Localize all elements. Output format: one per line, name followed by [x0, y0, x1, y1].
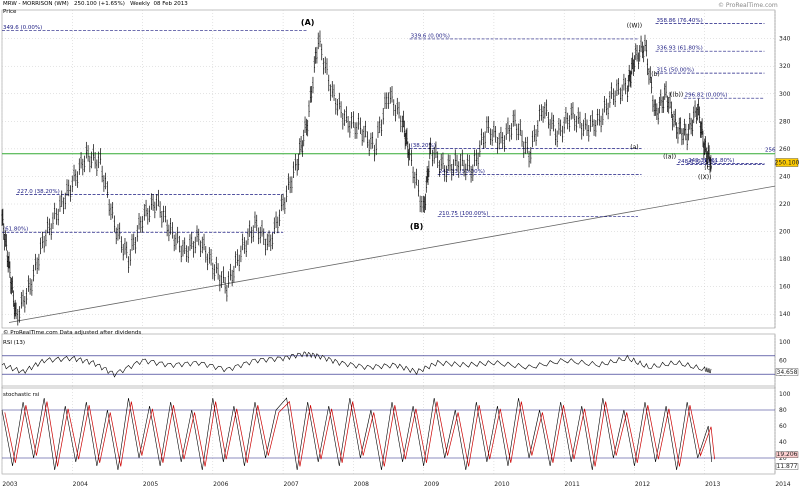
- x-tick-label: 2005: [143, 481, 158, 488]
- stoch-panel-frame: [1, 385, 776, 475]
- header-date: 08 Feb 2013: [153, 1, 188, 7]
- stoch-line-k: [1, 397, 713, 471]
- price-panel-label: Price: [3, 9, 17, 15]
- fib-level-label: 241.33 (50.00%): [439, 169, 485, 175]
- stoch-y-tick-label: 80: [779, 407, 787, 414]
- last-price-tag: [775, 158, 799, 167]
- wave-annotation: ((X)): [698, 174, 711, 181]
- x-tick-label: 2011: [565, 481, 580, 488]
- stoch-y-tick-label: 100: [779, 391, 791, 398]
- y-tick-label: 300: [779, 91, 791, 98]
- fib-level-label: 336.93 (61.80%): [657, 46, 703, 52]
- x-tick-label: 2008: [354, 481, 369, 488]
- trendline: [8, 185, 776, 323]
- watermark: © ProRealTime.com: [718, 2, 778, 9]
- stoch-value-tag: [775, 451, 799, 458]
- last-price-tag-label: 250.100: [775, 160, 800, 167]
- wave-annotation: (B): [410, 222, 423, 231]
- price-panel-frame: [1, 9, 776, 329]
- fib-level-label: (61.80%): [3, 227, 28, 233]
- wave-annotation: (A): [301, 18, 315, 27]
- stoch-value-tag: [775, 463, 799, 470]
- fib-level-label: 349.6 (0.00%): [3, 25, 42, 31]
- fib-level-label: 358.86 (76.40%): [657, 18, 703, 24]
- stoch-value-label: 11.877: [777, 463, 798, 470]
- stoch-y-tick-label: 60: [779, 423, 787, 430]
- header: MRW - MORRISON (WM) 250.100 (+1.65%) Wee…: [3, 1, 188, 7]
- x-tick-label: 2003: [2, 481, 17, 488]
- x-tick-label: 2013: [705, 481, 720, 488]
- y-tick-label: 320: [779, 63, 791, 70]
- x-tick-label: 2007: [283, 481, 298, 488]
- y-tick-label: 280: [779, 118, 791, 125]
- wave-annotation: ((a)): [663, 154, 676, 161]
- fib-level-label: 296.82 (0.00%): [685, 93, 728, 99]
- stoch-label: stochastic rsi: [3, 392, 40, 398]
- y-tick-label: 220: [779, 201, 791, 208]
- header-period: Weekly: [130, 1, 150, 7]
- fib-level-label: (38.20%): [411, 143, 436, 149]
- stoch-y-tick-label: 20: [779, 455, 787, 462]
- x-tick-label: 2004: [73, 481, 88, 488]
- wave-annotation: (a): [630, 144, 638, 151]
- wave-annotation: ((b)): [670, 92, 683, 99]
- fib-level-label: 227.0 (38.20%): [17, 189, 60, 195]
- y-tick-label: 180: [779, 256, 791, 263]
- fib-level-label: 339.6 (0.00%): [411, 33, 450, 39]
- support-line-label: 256: [765, 148, 776, 154]
- y-tick-label: 340: [779, 36, 791, 43]
- header-symbol: MRW - MORRISON (WM): [3, 1, 69, 7]
- x-tick-label: 2009: [424, 481, 439, 488]
- rsi-y-tick-label: 100: [779, 339, 791, 346]
- stoch-line-d: [4, 400, 715, 467]
- y-tick-label: 160: [779, 284, 791, 291]
- rsi-value-label: 34.658: [777, 369, 798, 376]
- y-tick-label: 240: [779, 173, 791, 180]
- fib-level-label: 210.75 (100.00%): [439, 211, 489, 217]
- fib-level-label: 315 (50.00%): [657, 68, 695, 74]
- y-tick-label: 200: [779, 229, 791, 236]
- rsi-label: RSI (13): [3, 340, 25, 346]
- y-tick-label: 140: [779, 311, 791, 318]
- rsi-panel-frame: [1, 333, 776, 389]
- x-tick-label: 2014: [775, 481, 790, 488]
- fib-level-label: 248.6 (0.00%): [678, 159, 717, 165]
- wave-annotation: ((W)): [627, 23, 642, 30]
- x-tick-label: 2006: [213, 481, 228, 488]
- rsi-value-tag: [775, 368, 799, 376]
- x-tick-label: 2010: [494, 481, 509, 488]
- rsi-y-tick-label: 60: [779, 357, 787, 364]
- rsi-line: [1, 351, 712, 378]
- fib-level-label: 249.31 (61.80%): [688, 158, 734, 164]
- y-tick-label: 260: [779, 146, 791, 153]
- stoch-y-tick-label: 40: [779, 439, 787, 446]
- wave-annotation: (b): [651, 71, 660, 78]
- copyright-note: © ProRealTime.com Data adjusted after di…: [3, 330, 142, 336]
- header-last: 250.100 (+1.65%): [74, 1, 125, 7]
- x-tick-label: 2012: [635, 481, 650, 488]
- stoch-value-label: 19.206: [777, 451, 798, 458]
- wave-annotation: (c): [704, 165, 712, 172]
